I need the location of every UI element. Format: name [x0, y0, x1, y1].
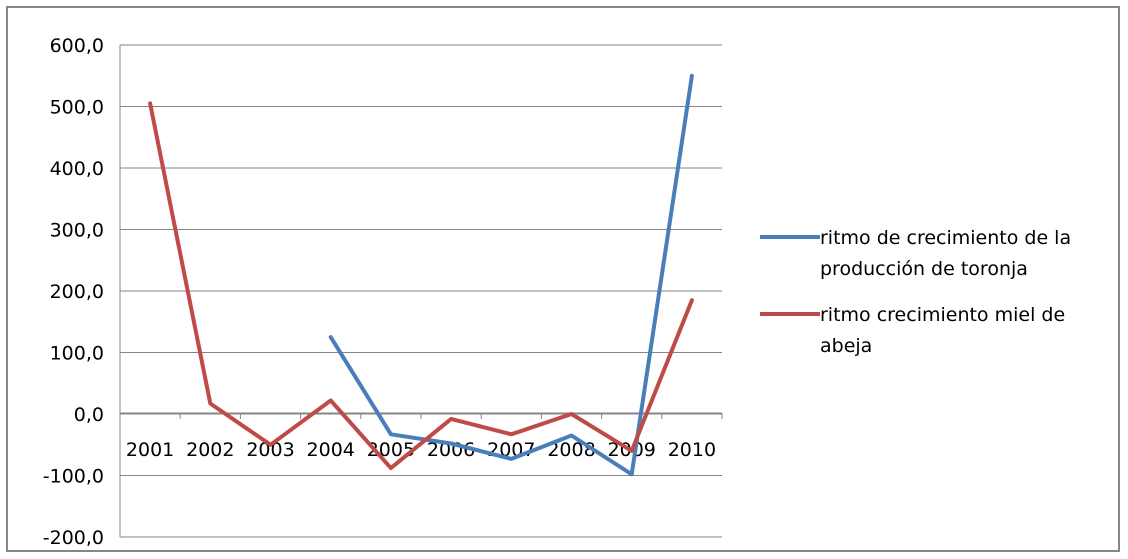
y-tick-label: 200,0 [50, 281, 104, 303]
y-axis: -200,0 -100,0 0,0 100,0 200,0 300,0 400,0 500,0… [43, 35, 121, 549]
legend: ritmo de crecimiento de la producción de … [760, 227, 1071, 357]
y-tick-label: 100,0 [50, 343, 104, 365]
y-tick-label: -200,0 [43, 527, 104, 549]
series-line-1 [328, 73, 694, 477]
legend-label: ritmo de crecimiento de la [820, 227, 1071, 249]
y-tick-label: 0,0 [74, 404, 104, 426]
y-tick-label: 400,0 [50, 158, 104, 180]
series-lines [148, 73, 694, 477]
y-tick-label: 600,0 [50, 35, 104, 57]
chart-frame [6, 6, 1120, 552]
x-tick-label: 2004 [307, 439, 355, 461]
x-tick-label: 2002 [186, 439, 234, 461]
y-tick-label: 500,0 [50, 97, 104, 119]
y-tick-label: -100,0 [43, 466, 104, 488]
gridlines [120, 44, 722, 538]
x-tick-label: 2001 [126, 439, 174, 461]
x-tick-label: 2010 [668, 439, 716, 461]
series-line-2 [148, 101, 694, 471]
x-tick-label: 2003 [246, 439, 294, 461]
y-tick-label: 300,0 [50, 220, 104, 242]
legend-label: producción de toronja [820, 258, 1028, 280]
legend-label: abeja [820, 335, 872, 357]
legend-label: ritmo crecimiento miel de [820, 304, 1065, 326]
x-tick-label: 2006 [427, 439, 475, 461]
